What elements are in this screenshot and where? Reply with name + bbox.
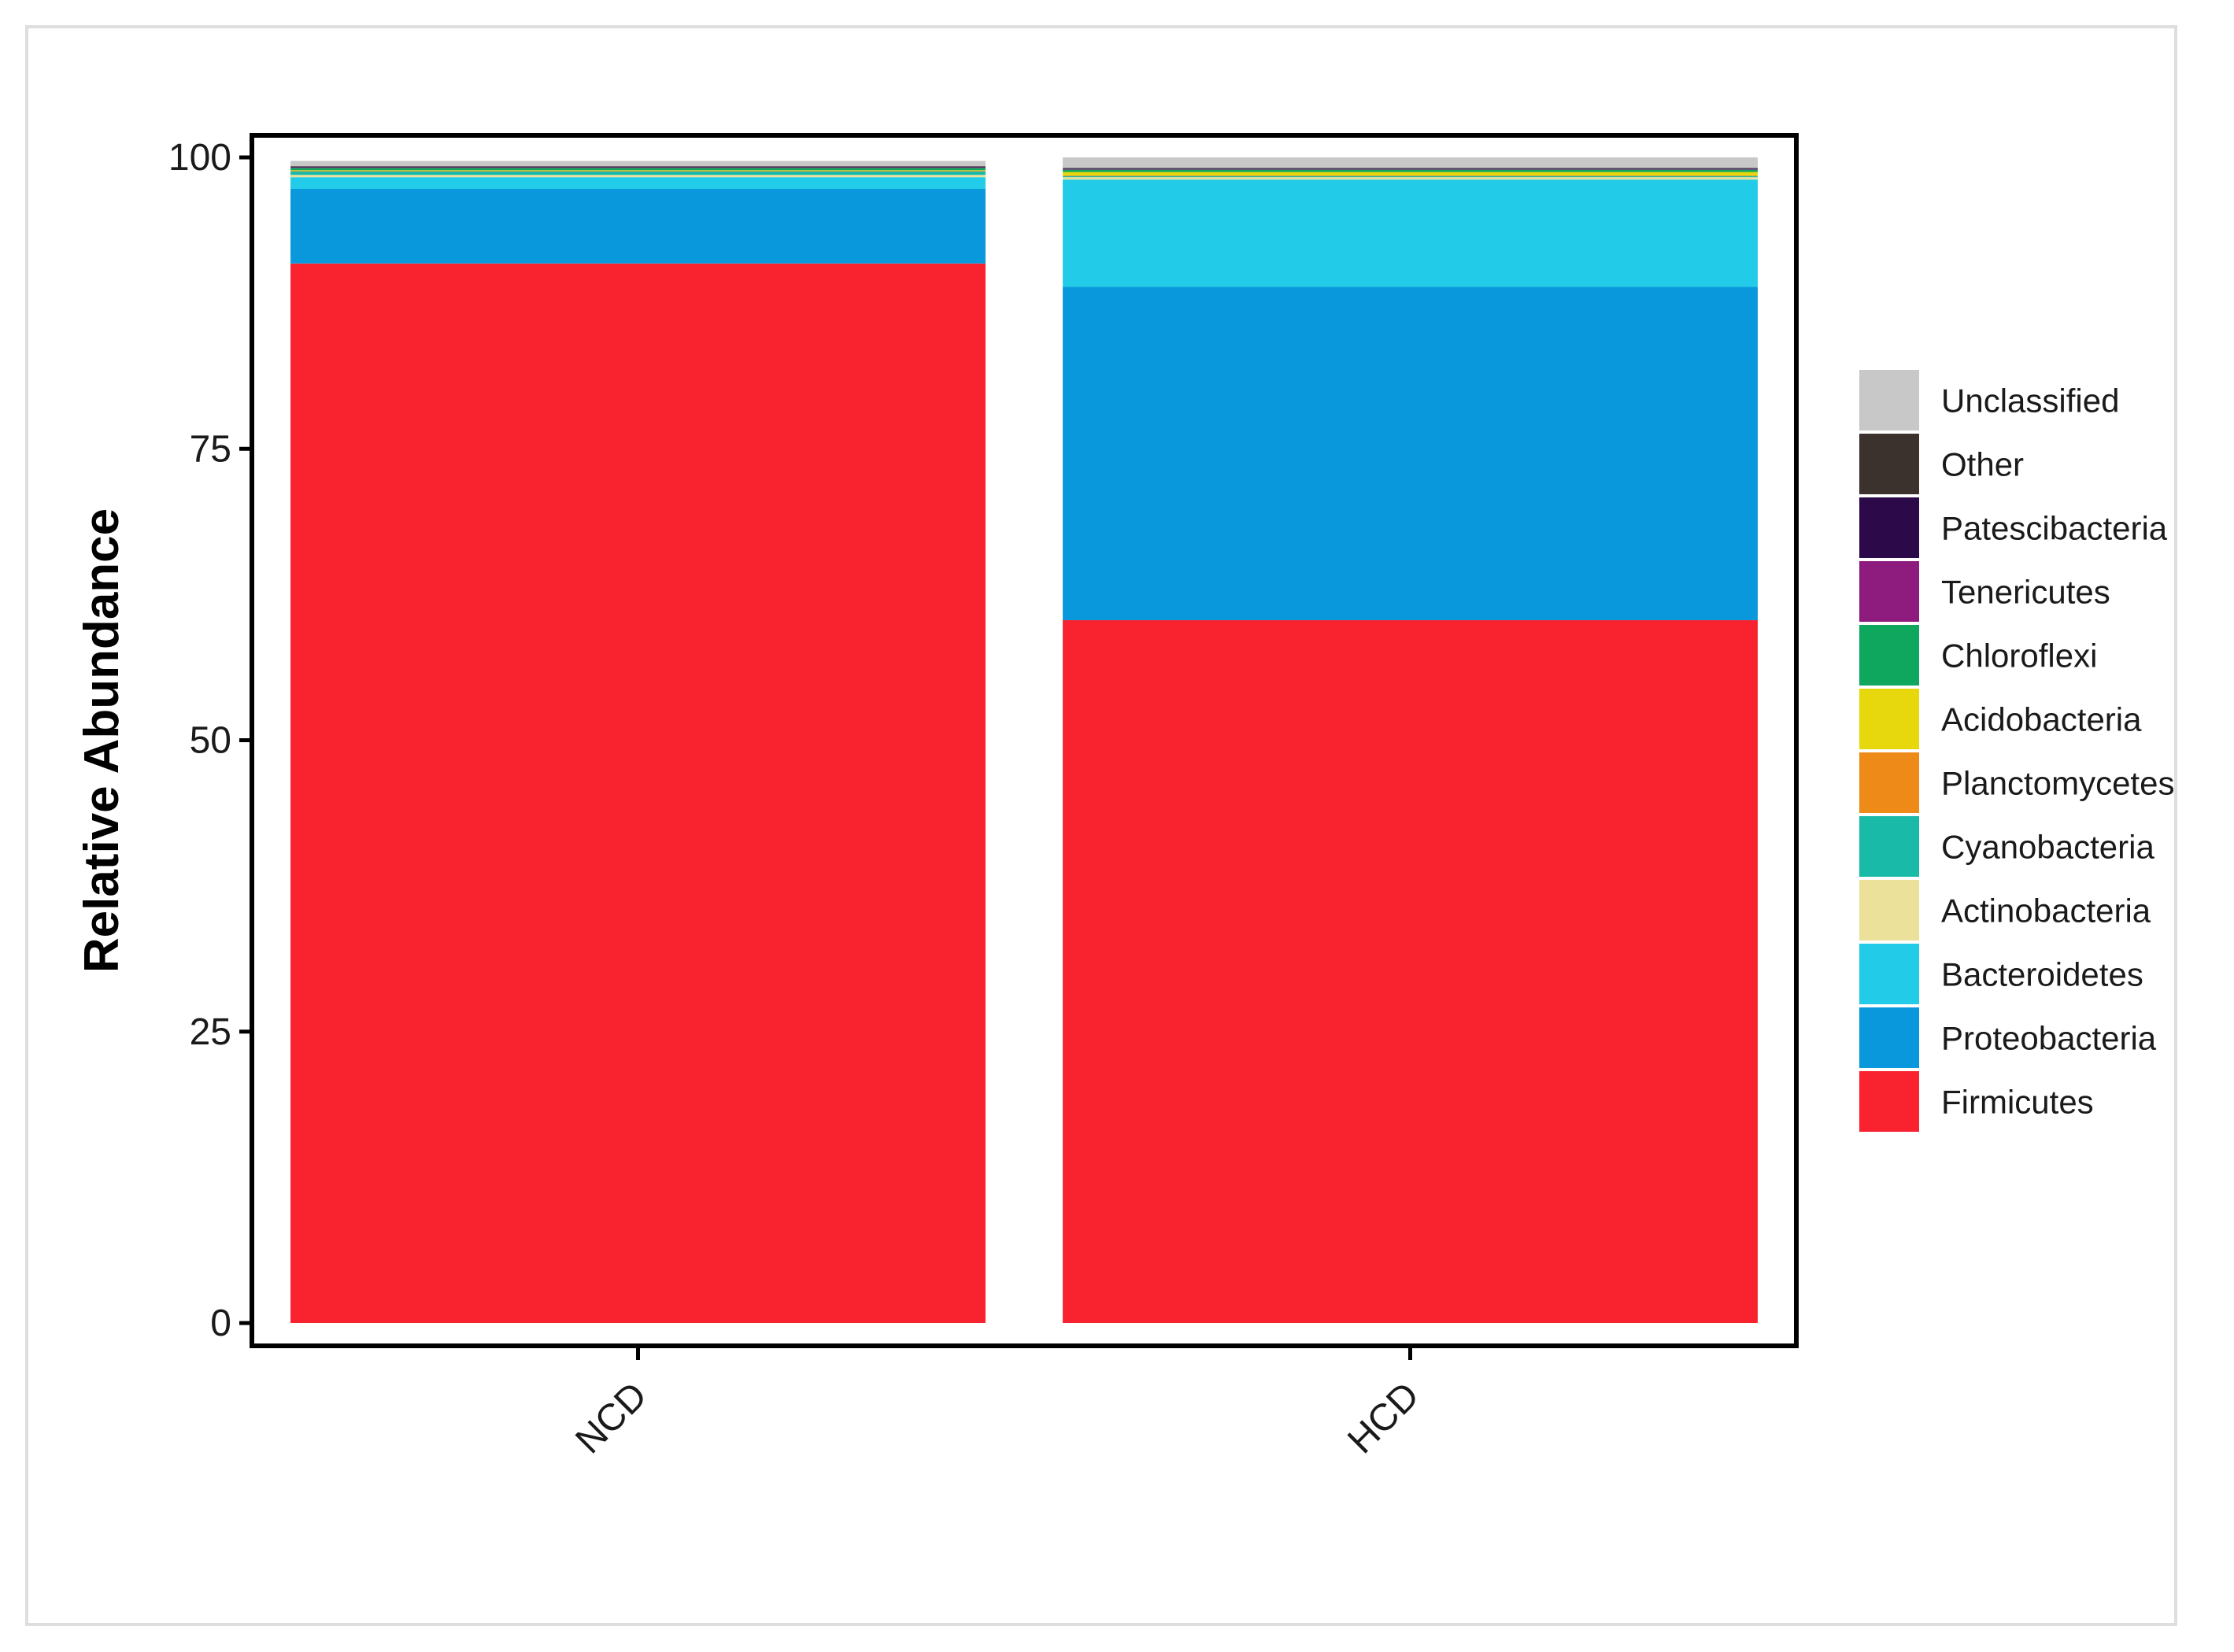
- legend-key-acidobacteria: [1859, 689, 1919, 749]
- y-axis: 0 25 50 75 100: [168, 137, 252, 1344]
- legend-label-other: Other: [1941, 446, 2024, 483]
- legend-label-tenericutes: Tenericutes: [1941, 574, 2110, 611]
- legend-key-proteobacteria: [1859, 1007, 1919, 1068]
- bar-ncd-chloroflexi: [290, 168, 986, 171]
- legend-key-firmicutes: [1859, 1071, 1919, 1132]
- bar-hcd-tenericutes: [1063, 168, 1758, 170]
- legend-key-cyanobacteria: [1859, 816, 1919, 877]
- bar-ncd-bacteroidetes: [290, 177, 986, 189]
- y-axis-title: Relative Abundance: [75, 508, 129, 973]
- y-tick-label-0: 0: [210, 1303, 231, 1344]
- legend-label-firmicutes: Firmicutes: [1941, 1084, 2094, 1121]
- legend-label-actinobacteria: Actinobacteria: [1941, 893, 2151, 929]
- bar-hcd-chloroflexi: [1063, 169, 1758, 172]
- legend-label-acidobacteria: Acidobacteria: [1941, 701, 2142, 738]
- bar-ncd-actinobacteria: [290, 175, 986, 178]
- legend-label-proteobacteria: Proteobacteria: [1941, 1020, 2157, 1057]
- legend-key-bacteroidetes: [1859, 944, 1919, 1004]
- x-axis: NCD HCD: [568, 1346, 1427, 1462]
- legend-label-cyanobacteria: Cyanobacteria: [1941, 829, 2154, 866]
- bars-group: [290, 157, 1758, 1323]
- x-tick-label-ncd: NCD: [568, 1374, 655, 1462]
- bar-hcd-patescibacteria: [1063, 168, 1758, 169]
- bar-hcd-proteobacteria: [1063, 286, 1758, 620]
- bar-hcd-bacteroidetes: [1063, 179, 1758, 287]
- bar-ncd-cyanobacteria: [290, 171, 986, 176]
- bar-ncd-acidobacteria: [290, 170, 986, 172]
- bar-hcd-unclassified: [1063, 157, 1758, 168]
- legend-key-planctomycetes: [1859, 752, 1919, 813]
- y-tick-label-50: 50: [190, 720, 231, 762]
- legend-key-other: [1859, 434, 1919, 494]
- legend: Unclassified Other Patescibacteria Tenericu…: [1859, 370, 2174, 1132]
- legend-key-unclassified: [1859, 370, 1919, 431]
- legend-label-patescibacteria: Patescibacteria: [1941, 510, 2168, 547]
- bar-ncd-proteobacteria: [290, 188, 986, 264]
- bar-hcd-cyanobacteria: [1063, 176, 1758, 178]
- bar-hcd-firmicutes: [1063, 619, 1758, 1323]
- bar-ncd-unclassified: [290, 161, 986, 167]
- bar-ncd-firmicutes: [290, 263, 986, 1323]
- legend-label-planctomycetes: Planctomycetes: [1941, 765, 2174, 802]
- y-tick-label-100: 100: [168, 137, 231, 179]
- bar-hcd-acidobacteria: [1063, 172, 1758, 176]
- bar-ncd-patescibacteria: [290, 166, 986, 168]
- legend-key-chloroflexi: [1859, 625, 1919, 686]
- bar-hcd-actinobacteria: [1063, 177, 1758, 180]
- x-tick-label-hcd: HCD: [1340, 1374, 1427, 1462]
- legend-label-unclassified: Unclassified: [1941, 383, 2119, 419]
- legend-label-bacteroidetes: Bacteroidetes: [1941, 956, 2143, 993]
- legend-label-chloroflexi: Chloroflexi: [1941, 638, 2097, 674]
- y-tick-label-75: 75: [190, 428, 231, 470]
- legend-key-tenericutes: [1859, 561, 1919, 622]
- legend-key-actinobacteria: [1859, 880, 1919, 941]
- y-tick-label-25: 25: [190, 1011, 231, 1053]
- bar-ncd-planctomycetes: [290, 171, 986, 172]
- bar-ncd-other: [290, 166, 986, 167]
- legend-key-patescibacteria: [1859, 497, 1919, 558]
